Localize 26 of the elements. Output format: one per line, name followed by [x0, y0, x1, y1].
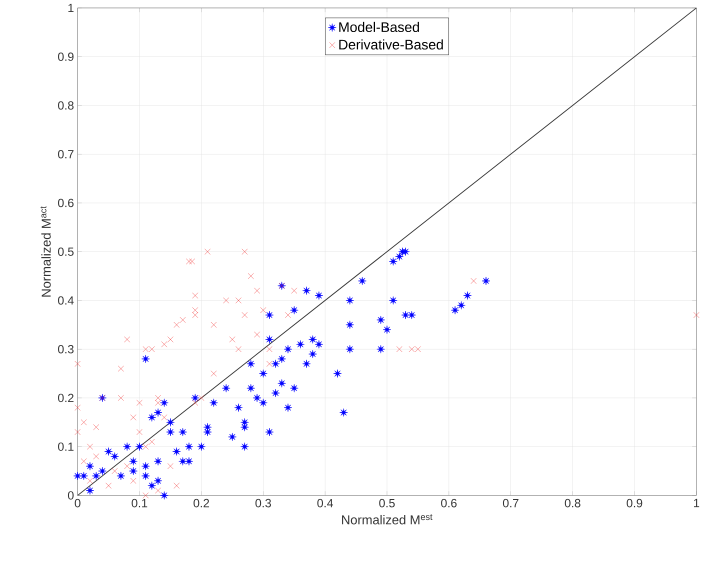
y-tick-label: 0.2	[58, 394, 74, 402]
legend-label: Model-Based	[339, 22, 419, 32]
x-tick-label: 0.5	[379, 498, 395, 508]
y-tick-label: 0.9	[58, 52, 74, 61]
x-tick-label: 0.1	[132, 498, 148, 508]
x-tick-label: 0	[74, 498, 80, 508]
y-tick-label: 0.6	[58, 198, 74, 208]
y-tick-label: 0	[68, 491, 74, 500]
y-tick-label: 0.7	[58, 150, 74, 158]
x-tick-label: 0.3	[255, 498, 271, 508]
x-tick-label: 0.7	[502, 498, 518, 508]
x-tick-label: 0.2	[194, 498, 210, 508]
x-tick-label: 1	[694, 498, 700, 508]
y-tick-label: 0.5	[58, 247, 74, 256]
x-tick-label: 0.6	[441, 498, 457, 508]
x-tick-label: 0.4	[317, 498, 334, 508]
x-tick-label: 0.9	[626, 498, 642, 508]
x-axis-title: Normalized M$^{est}$	[342, 514, 432, 524]
y-tick-label: 1	[68, 4, 74, 12]
x-tick-label: 0.8	[564, 498, 580, 508]
y-tick-label: 0.4	[58, 296, 74, 305]
y-tick-label: 0.8	[58, 101, 74, 110]
legend-label: Derivative-Based	[339, 39, 443, 50]
y-axis-title: Normalized M$^{act}$	[40, 206, 51, 297]
y-tick-label: 0.3	[58, 344, 74, 354]
y-tick-label: 0.1	[58, 442, 74, 451]
